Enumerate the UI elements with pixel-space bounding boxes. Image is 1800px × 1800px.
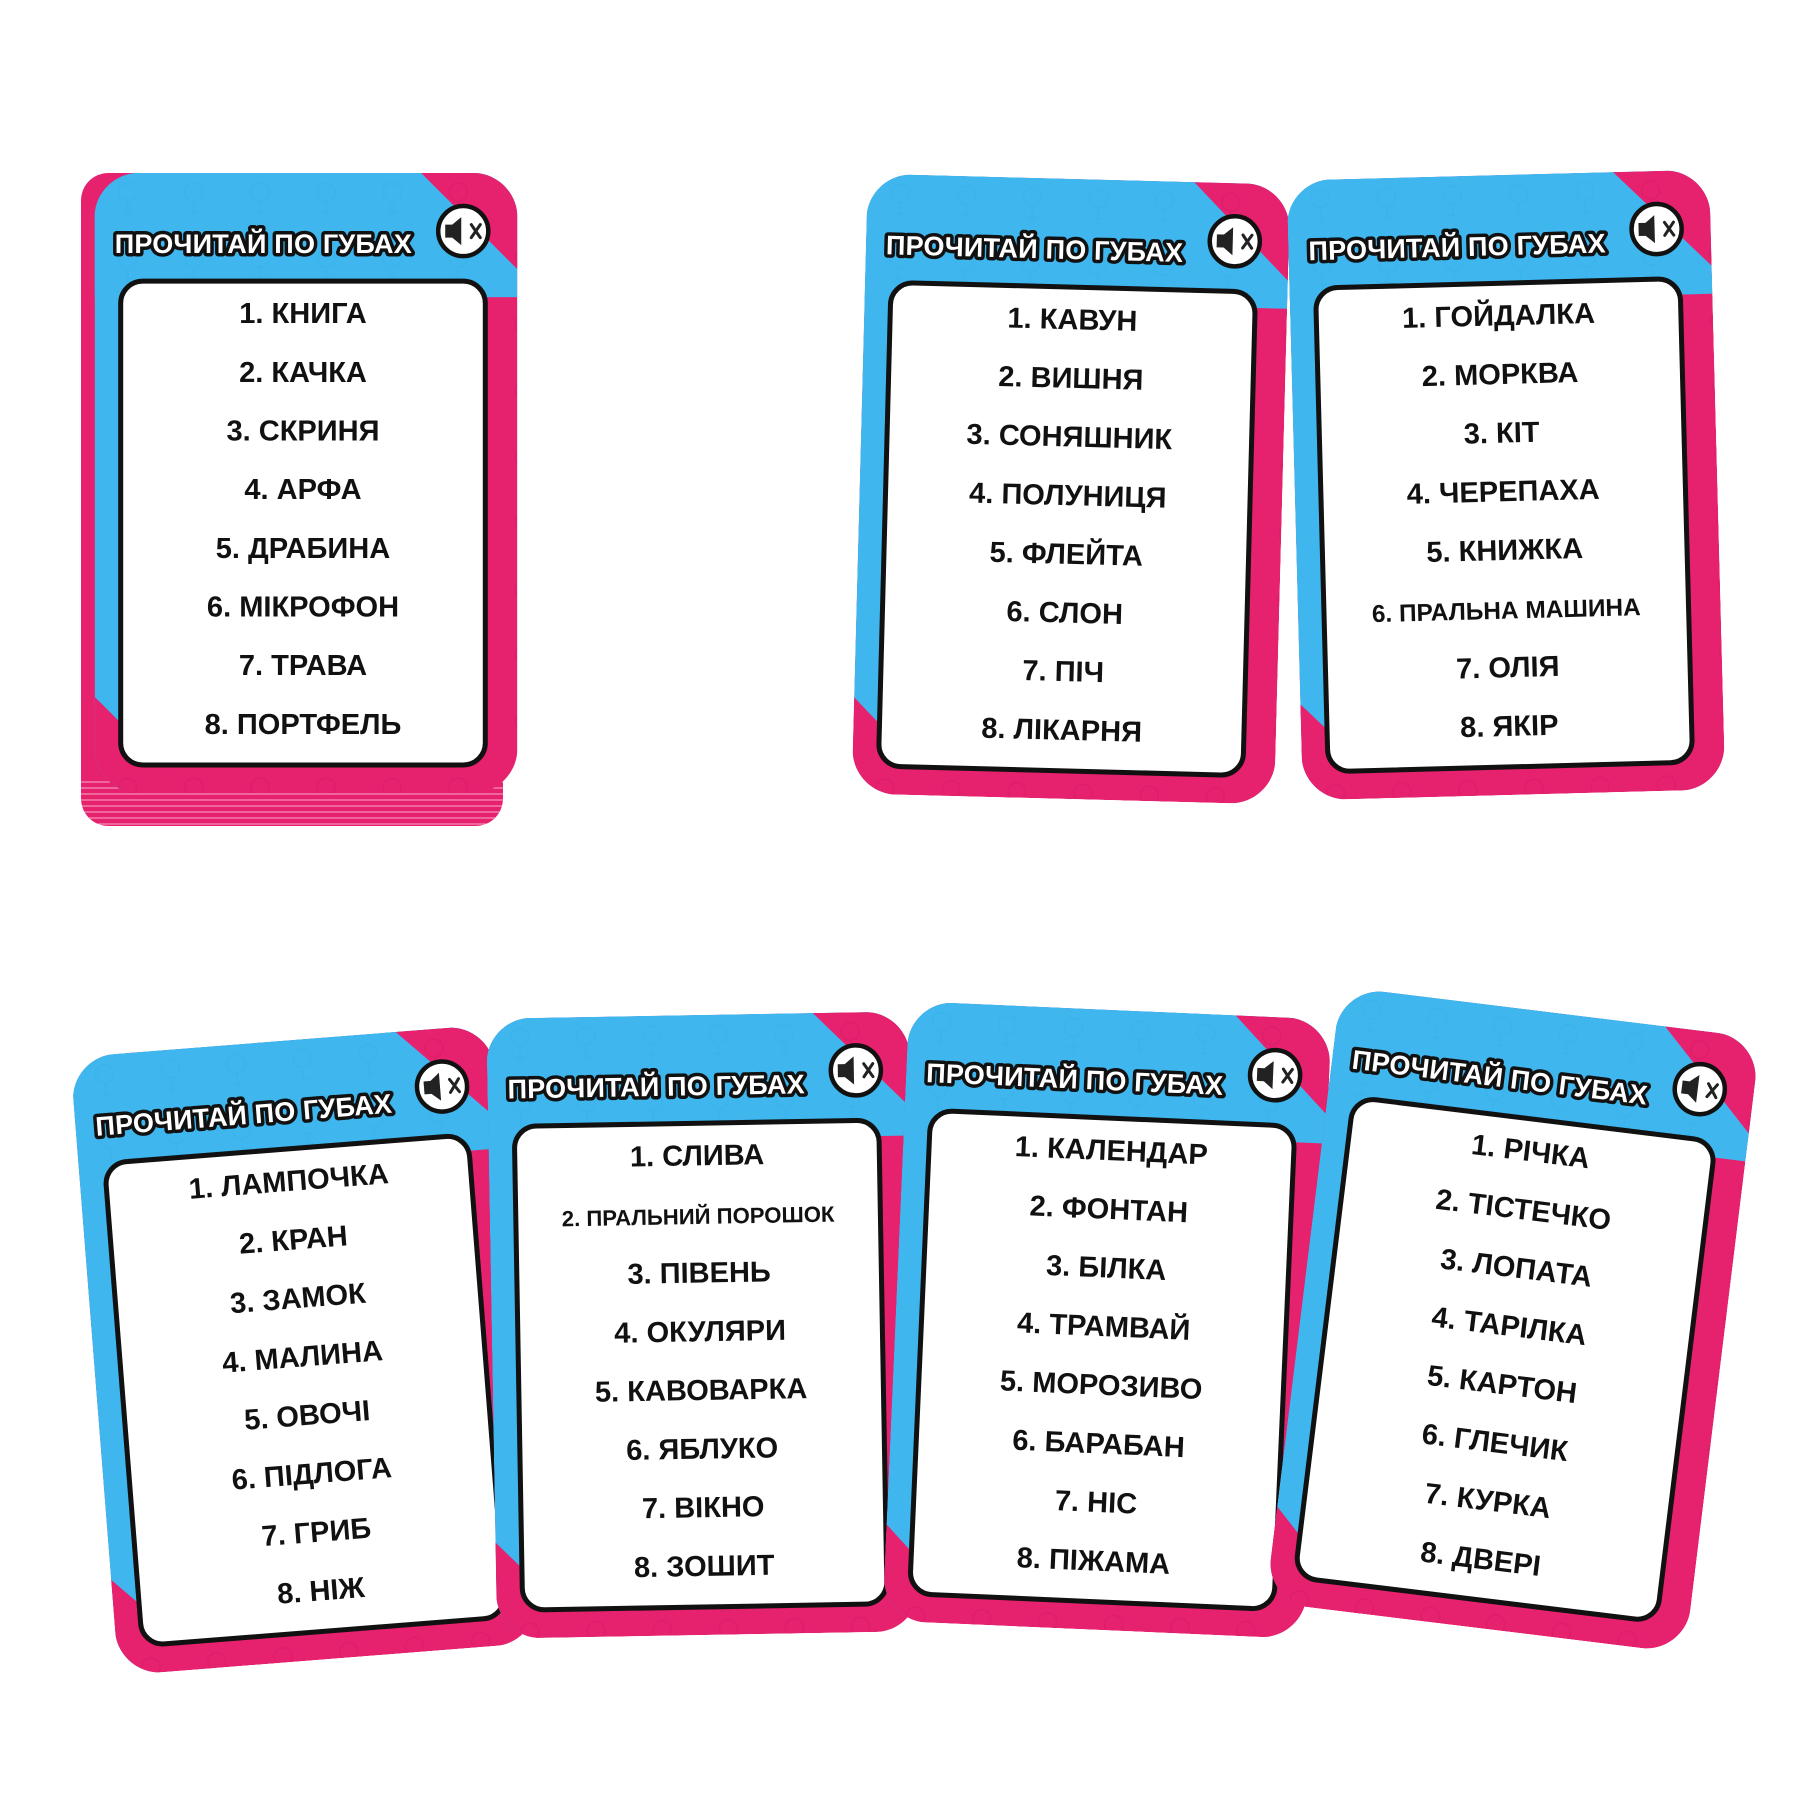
svg-text:2. ПРАЛЬНИЙ ПОРОШОК: 2. ПРАЛЬНИЙ ПОРОШОК: [562, 1202, 836, 1232]
svg-text:3. ПІВЕНЬ: 3. ПІВЕНЬ: [627, 1256, 771, 1290]
svg-text:2. МОРКВА: 2. МОРКВА: [1421, 357, 1578, 393]
svg-text:4. ОКУЛЯРИ: 4. ОКУЛЯРИ: [614, 1315, 786, 1350]
svg-text:5. КАВОВАРКА: 5. КАВОВАРКА: [595, 1373, 808, 1409]
svg-text:ПРОЧИТАЙ ПО ГУБАХ: ПРОЧИТАЙ ПО ГУБАХ: [115, 228, 412, 259]
svg-text:7. ОЛІЯ: 7. ОЛІЯ: [1456, 651, 1560, 686]
svg-text:2. ВИШНЯ: 2. ВИШНЯ: [998, 361, 1144, 397]
svg-text:8. ЛІКАРНЯ: 8. ЛІКАРНЯ: [981, 713, 1142, 749]
svg-text:7. ТРАВА: 7. ТРАВА: [239, 650, 367, 682]
svg-text:4. ПОЛУНИЦЯ: 4. ПОЛУНИЦЯ: [969, 478, 1167, 515]
svg-text:1. КАВУН: 1. КАВУН: [1007, 303, 1138, 338]
svg-text:1. КНИГА: 1. КНИГА: [239, 298, 366, 330]
svg-text:5. КНИЖКА: 5. КНИЖКА: [1426, 533, 1584, 569]
svg-text:7. ВІКНО: 7. ВІКНО: [642, 1491, 765, 1525]
svg-text:ПРОЧИТАЙ ПО ГУБАХ: ПРОЧИТАЙ ПО ГУБАХ: [507, 1068, 805, 1104]
svg-text:3. КІТ: 3. КІТ: [1463, 417, 1540, 451]
svg-text:6. СЛОН: 6. СЛОН: [1006, 596, 1123, 631]
svg-text:1. ГОЙДАЛКА: 1. ГОЙДАЛКА: [1402, 296, 1596, 335]
svg-text:7. ПІЧ: 7. ПІЧ: [1022, 655, 1104, 689]
svg-text:3. СОНЯШНИК: 3. СОНЯШНИК: [966, 419, 1173, 456]
svg-text:8. ЯКІР: 8. ЯКІР: [1460, 710, 1559, 745]
svg-text:4. АРФА: 4. АРФА: [244, 474, 361, 506]
svg-text:8. ПІЖАМА: 8. ПІЖАМА: [1016, 1542, 1171, 1581]
svg-text:5. ДРАБИНА: 5. ДРАБИНА: [216, 533, 390, 565]
svg-text:3. БІЛКА: 3. БІЛКА: [1045, 1250, 1167, 1287]
svg-text:8. ЗОШИТ: 8. ЗОШИТ: [634, 1550, 775, 1584]
svg-text:3. СКРИНЯ: 3. СКРИНЯ: [226, 416, 379, 448]
svg-text:2. КАЧКА: 2. КАЧКА: [239, 357, 367, 389]
svg-text:8. ПОРТФЕЛЬ: 8. ПОРТФЕЛЬ: [205, 709, 402, 741]
svg-text:5. ФЛЕЙТА: 5. ФЛЕЙТА: [989, 535, 1143, 573]
svg-text:1. СЛИВА: 1. СЛИВА: [630, 1139, 765, 1173]
svg-text:6. ЯБЛУКО: 6. ЯБЛУКО: [626, 1432, 779, 1467]
svg-text:4. ЧЕРЕПАХА: 4. ЧЕРЕПАХА: [1406, 474, 1600, 511]
svg-text:6. МІКРОФОН: 6. МІКРОФОН: [207, 592, 399, 624]
svg-text:7. НІС: 7. НІС: [1054, 1485, 1138, 1521]
